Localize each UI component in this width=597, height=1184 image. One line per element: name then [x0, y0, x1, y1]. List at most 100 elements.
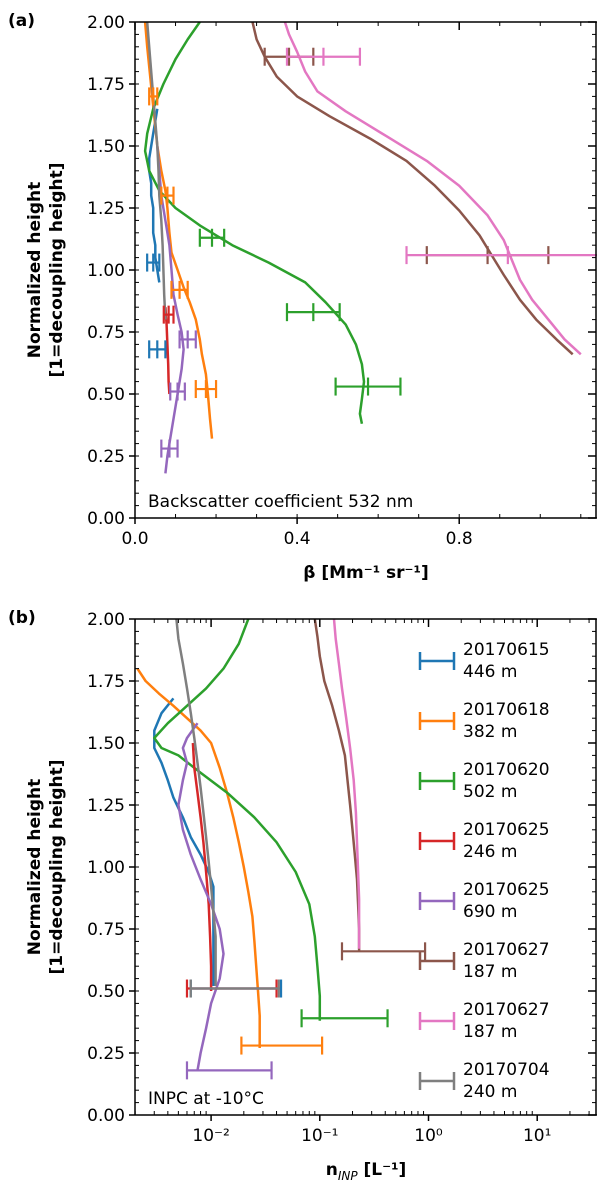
y-tick-label: 0.00 [87, 509, 125, 529]
series-line-5 [313, 619, 361, 952]
y-tick-label: 1.00 [87, 261, 125, 281]
errorbar [285, 303, 341, 322]
legend-swatch [418, 892, 456, 910]
x-tick-label: 10⁻² [192, 1126, 229, 1146]
series-line-6 [332, 619, 361, 949]
errorbar [285, 47, 362, 66]
y-axis-title: Normalized height [25, 182, 45, 359]
y-axis-title-line2: [1=decoupling height] [47, 162, 67, 377]
errorbar [160, 439, 179, 458]
legend-label-date: 20170627 [463, 1000, 550, 1020]
y-tick-label: 2.00 [87, 13, 125, 33]
x-axis-title: β [Mm⁻¹ sr⁻¹] [303, 563, 429, 583]
errorbar [148, 87, 159, 106]
legend-swatch [418, 1072, 456, 1090]
series-line-4 [177, 722, 225, 1071]
x-axis-title-main: n [326, 1160, 338, 1180]
errorbar [178, 330, 197, 349]
errorbar [240, 1036, 324, 1055]
y-tick-label: 1.00 [87, 858, 125, 878]
legend-swatch [418, 832, 456, 850]
errorbar [185, 1061, 273, 1080]
legend-swatch [418, 712, 456, 730]
legend-label-height: 446 m [463, 662, 517, 682]
series-line-6 [283, 22, 582, 356]
errorbar [405, 246, 597, 265]
y-axis-title-line2: [1=decoupling height] [47, 759, 67, 974]
errorbar [160, 186, 175, 205]
series-line-4 [156, 145, 185, 474]
series-line-5 [251, 22, 574, 356]
series-line-1 [136, 667, 261, 1048]
legend-label-date: 20170704 [463, 1060, 550, 1080]
x-tick-label: 0.8 [446, 529, 473, 549]
legend-label-date: 20170618 [463, 700, 550, 720]
legend-label-date: 20170625 [463, 820, 550, 840]
series-line-3 [191, 742, 213, 991]
errorbar [162, 305, 175, 324]
errorbar [148, 340, 167, 359]
errorbar [189, 979, 280, 998]
legend-label-date: 20170627 [463, 940, 550, 960]
errorbar [340, 942, 427, 961]
y-tick-label: 0.75 [87, 323, 125, 343]
y-tick-label: 0.75 [87, 920, 125, 940]
series-line-1 [143, 22, 214, 439]
y-tick-label: 1.50 [87, 137, 125, 157]
plot-area [143, 22, 597, 474]
y-tick-label: 2.00 [87, 610, 125, 630]
panel-a: 0.00 0.25 0.50 0.75 1.00 1.25 1.50 1.75 2.00 0.0 0… [8, 11, 597, 583]
x-tick-label: 0.4 [284, 529, 311, 549]
errorbar [334, 377, 402, 396]
series-line-7 [145, 22, 167, 320]
legend-label-height: 690 m [463, 902, 517, 922]
panel-annotation: Backscatter coefficient 532 nm [148, 492, 413, 512]
x-axis-title-sub: INP [338, 1169, 359, 1183]
plot-area [136, 619, 427, 1080]
y-tick-label: 1.75 [87, 75, 125, 95]
legend-label-height: 187 m [463, 1022, 517, 1042]
errorbar [198, 228, 226, 247]
y-tick-label: 0.25 [87, 1044, 125, 1064]
x-tick-label: 10¹ [523, 1126, 551, 1146]
y-tick-label: 0.25 [87, 447, 125, 467]
y-axis-title: Normalized height [25, 779, 45, 956]
x-tick-label: 10⁻¹ [301, 1126, 338, 1146]
y-tick-label: 1.50 [87, 734, 125, 754]
legend-swatch [418, 652, 456, 670]
legend-swatch [418, 1012, 456, 1030]
errorbar [169, 382, 186, 401]
y-tick-label: 0.50 [87, 982, 125, 1002]
legend-label-height: 246 m [463, 842, 517, 862]
series-line-7 [175, 619, 217, 986]
panel-label: (a) [8, 11, 35, 31]
y-tick-label: 0.00 [87, 1106, 125, 1126]
errorbar [146, 253, 161, 272]
legend-swatch [418, 952, 456, 970]
series-line-3 [164, 307, 171, 395]
y-tick-label: 0.50 [87, 385, 125, 405]
y-tick-label: 1.25 [87, 199, 125, 219]
legend-label-height: 502 m [463, 782, 517, 802]
y-tick-label: 1.25 [87, 796, 125, 816]
x-tick-label: 0.0 [121, 529, 148, 549]
series-line-2 [143, 22, 366, 425]
panel-annotation: INPC at -10°C [148, 1089, 264, 1109]
x-tick-label: 10⁰ [414, 1126, 443, 1146]
y-tick-label: 1.75 [87, 672, 125, 692]
legend-label-height: 240 m [463, 1082, 517, 1102]
legend-label-date: 20170620 [463, 760, 550, 780]
legend-label-height: 382 m [463, 722, 517, 742]
errorbar [170, 280, 189, 299]
x-axis-title-unit: [L⁻¹] [358, 1160, 407, 1180]
series-line-0 [147, 108, 161, 283]
legend-label-date: 20170615 [463, 640, 550, 660]
errorbar [194, 380, 218, 399]
series-line-2 [153, 619, 322, 1021]
legend-label-date: 20170625 [463, 880, 550, 900]
legend-label-height: 187 m [463, 962, 517, 982]
legend-swatch [418, 772, 456, 790]
panel-label: (b) [8, 608, 36, 628]
